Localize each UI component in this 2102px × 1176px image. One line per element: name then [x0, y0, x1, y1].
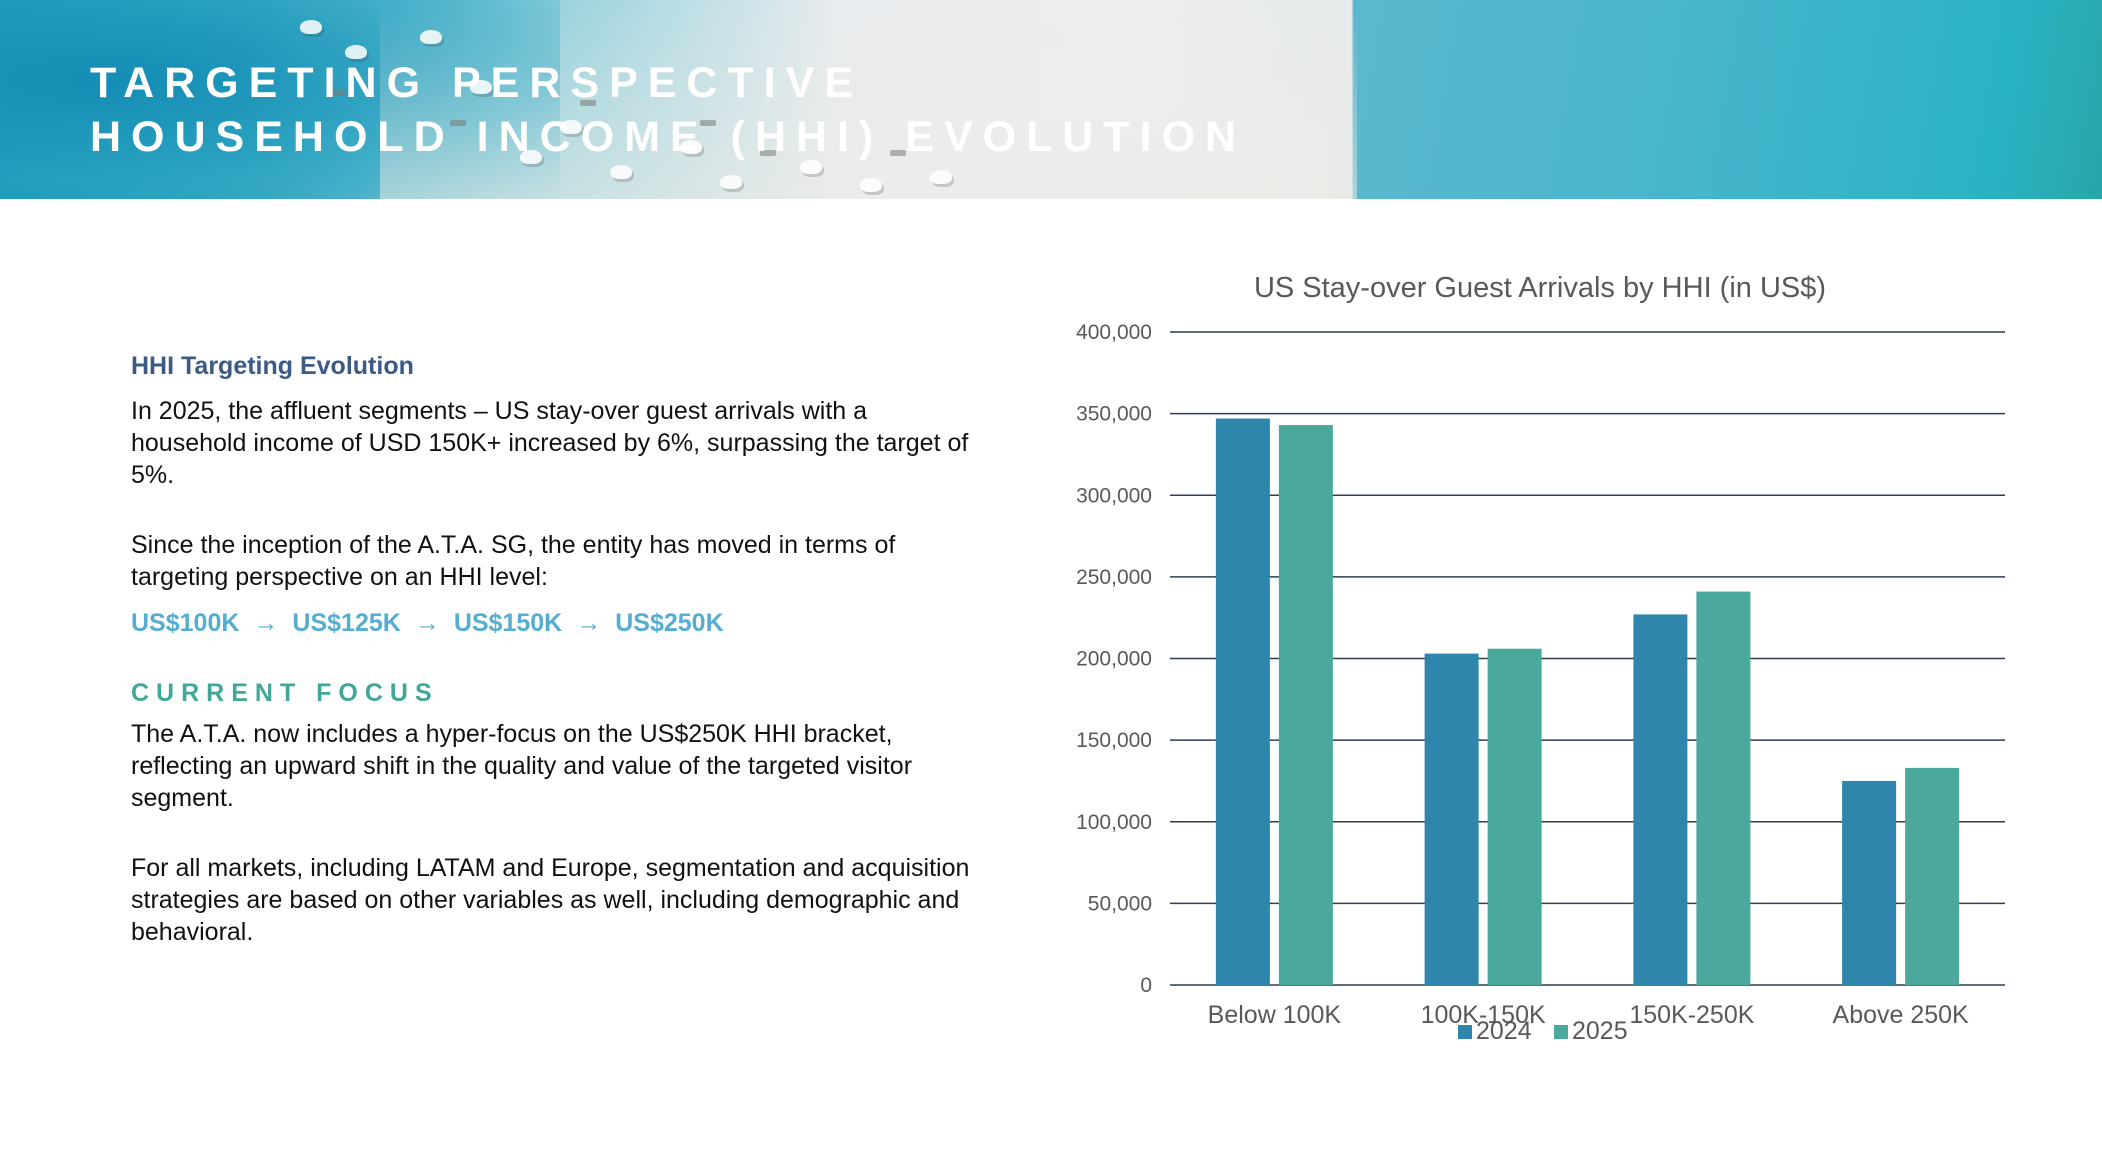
text-column: HHI Targeting Evolution In 2025, the aff…	[131, 352, 971, 948]
beach-umbrella-icon	[520, 150, 542, 164]
beach-lounger-icon	[760, 150, 776, 156]
y-tick-label: 250,000	[1076, 566, 1152, 589]
current-focus-title: CURRENT FOCUS	[131, 679, 439, 707]
page-title: TARGETING PERSPECTIVE HOUSEHOLD INCOME (…	[90, 56, 1246, 164]
beach-lounger-icon	[450, 120, 466, 126]
x-category-label: 100K-150K	[1421, 1001, 1546, 1029]
x-category-label: Above 250K	[1833, 1001, 1970, 1029]
hhi-evolution-path: US$100K → US$125K → US$150K → US$250K	[131, 607, 971, 639]
beach-lounger-icon	[700, 120, 716, 126]
evolution-step: US$125K	[292, 609, 401, 637]
y-tick-label: 50,000	[1088, 892, 1152, 915]
bar-2024-below-100k	[1215, 418, 1270, 985]
beach-umbrella-icon	[610, 165, 632, 179]
y-tick-label: 100,000	[1076, 811, 1152, 834]
evolution-step: US$150K	[453, 609, 563, 637]
beach-umbrella-icon	[300, 20, 322, 34]
paragraph-current-focus: The A.T.A. now includes a hyper-focus on…	[131, 720, 913, 812]
beach-umbrella-icon	[420, 30, 442, 44]
beach-umbrella-icon	[800, 160, 822, 174]
bar-2025-100k-150k	[1487, 648, 1542, 985]
bar-2024-100k-150k	[1424, 653, 1479, 985]
banner-beach-image	[380, 0, 1360, 199]
chart-bars	[1215, 418, 1960, 985]
beach-lounger-icon	[890, 150, 906, 156]
y-tick-label: 350,000	[1076, 403, 1152, 426]
header-banner: TARGETING PERSPECTIVE HOUSEHOLD INCOME (…	[0, 0, 2102, 199]
beach-umbrella-icon	[860, 178, 882, 192]
beach-lounger-icon	[580, 100, 596, 106]
beach-umbrella-icon	[930, 170, 952, 184]
arrow-right-icon: →	[576, 609, 602, 637]
paragraph-inception: Since the inception of the A.T.A. SG, th…	[131, 531, 896, 591]
bar-2025-above-250k	[1905, 767, 1960, 985]
chart-canvas: US Stay-over Guest Arrivals by HHI (in U…	[1076, 272, 2005, 1045]
bar-2024-above-250k	[1842, 780, 1897, 985]
legend-label-2024: 2024	[1476, 1017, 1532, 1045]
beach-umbrella-icon	[680, 140, 702, 154]
chart-legend: 2024 2025	[1458, 1017, 1628, 1045]
x-category-label: Below 100K	[1208, 1001, 1342, 1029]
beach-umbrella-icon	[470, 80, 492, 94]
hhi-bar-chart: US Stay-over Guest Arrivals by HHI (in U…	[1040, 255, 2050, 1095]
section-title: HHI Targeting Evolution	[131, 352, 414, 380]
chart-title: US Stay-over Guest Arrivals by HHI (in U…	[1254, 272, 1826, 304]
bar-2025-below-100k	[1278, 425, 1333, 985]
y-tick-label: 0	[1140, 974, 1152, 997]
bar-2025-150k-250k	[1696, 591, 1751, 985]
arrow-right-icon: →	[253, 609, 279, 637]
beach-umbrella-icon	[345, 45, 367, 59]
evolution-step: US$250K	[615, 609, 724, 637]
legend-label-2025: 2025	[1572, 1017, 1628, 1045]
page-title-line-1: TARGETING PERSPECTIVE	[90, 59, 864, 107]
bar-2024-150k-250k	[1633, 614, 1688, 985]
y-tick-label: 400,000	[1076, 321, 1152, 344]
x-category-label: 150K-250K	[1629, 1001, 1754, 1029]
page-title-line-2: HOUSEHOLD INCOME (HHI) EVOLUTION	[90, 113, 1247, 161]
banner-water-image	[1357, 0, 2102, 199]
chart-x-axis: Below 100K 100K-150K 150K-250K Above 250K	[1208, 1001, 1969, 1029]
beach-umbrella-icon	[720, 175, 742, 189]
y-tick-label: 200,000	[1076, 648, 1152, 671]
y-tick-label: 150,000	[1076, 729, 1152, 752]
legend-swatch-2024	[1458, 1025, 1472, 1039]
paragraph-all-markets: For all markets, including LATAM and Eur…	[131, 854, 970, 946]
y-tick-label: 300,000	[1076, 484, 1152, 507]
beach-umbrella-icon	[560, 120, 582, 134]
legend-swatch-2025	[1554, 1025, 1568, 1039]
beach-lounger-icon	[330, 90, 346, 96]
chart-y-axis: 0 50,000 100,000 150,000 200,000 250,000 300,0…	[1076, 321, 1152, 997]
paragraph-affluent-segments: In 2025, the affluent segments – US stay…	[131, 397, 969, 489]
arrow-right-icon: →	[414, 609, 440, 637]
evolution-step: US$100K	[131, 609, 240, 637]
